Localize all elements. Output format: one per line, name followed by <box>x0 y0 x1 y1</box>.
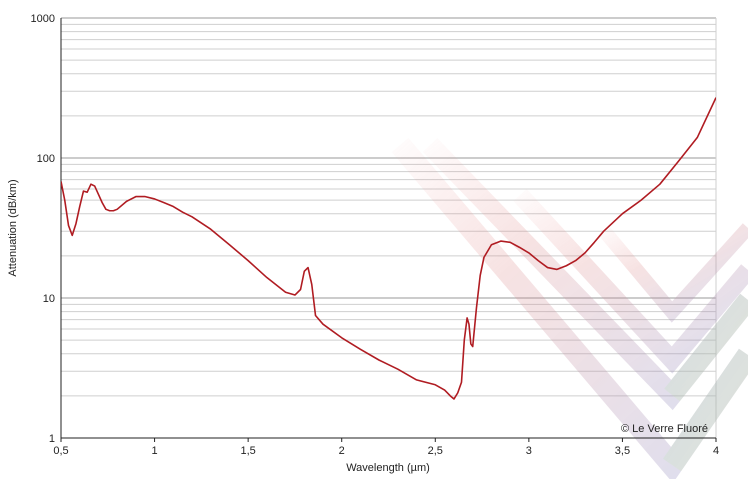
y-axis-label: Attenuation (dB/km) <box>7 179 19 276</box>
grid-lines <box>61 17 717 439</box>
watermark-logo <box>391 137 748 479</box>
attenuation-curve <box>61 97 716 400</box>
x-axis-label: Wavelength (µm) <box>346 462 430 474</box>
y-tick-label: 10 <box>43 293 55 305</box>
x-tick-label: 2,5 <box>428 445 443 457</box>
y-tick-label: 100 <box>37 153 55 165</box>
x-axis-ticks: 0,5 1 1,5 2 2,5 3 3,5 4 <box>53 438 719 457</box>
plot-frame <box>60 18 716 439</box>
y-tick-label: 1000 <box>31 13 55 25</box>
y-tick-label: 1 <box>49 433 55 445</box>
copyright-notice: © Le Verre Fluoré <box>621 423 708 435</box>
x-tick-label: 3 <box>526 445 532 457</box>
x-tick-label: 1 <box>152 445 158 457</box>
x-tick-label: 4 <box>713 445 719 457</box>
x-tick-label: 3,5 <box>615 445 630 457</box>
x-tick-label: 1,5 <box>240 445 255 457</box>
x-tick-label: 2 <box>339 445 345 457</box>
x-tick-label: 0,5 <box>53 445 68 457</box>
y-axis-ticks: 1 10 100 1000 <box>31 13 55 445</box>
